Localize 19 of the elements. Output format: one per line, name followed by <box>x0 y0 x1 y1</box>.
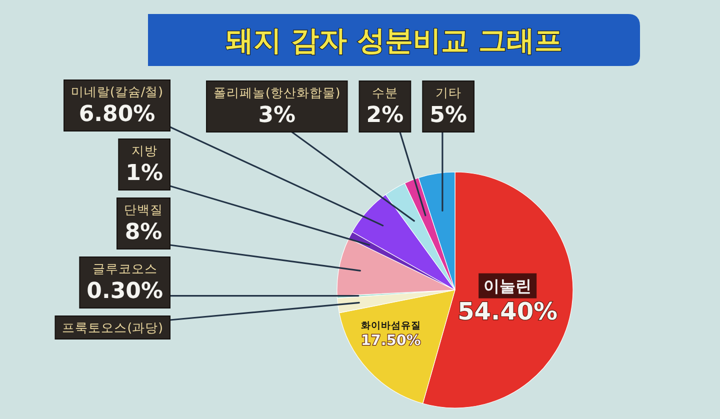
data-label: 6.80% <box>78 102 156 127</box>
data-label: 3% <box>258 103 296 128</box>
slice-label: 이눌린 <box>484 276 532 296</box>
title: 돼지 감자 성분비교 그래프 <box>148 14 640 66</box>
slice-label: 미네랄(칼슘/철) <box>71 84 163 99</box>
data-label: 1% <box>126 161 163 186</box>
data-label: 5% <box>430 103 467 128</box>
slice-label: 글루코오스 <box>92 261 158 276</box>
slice-label: 지방 <box>131 143 158 158</box>
data-label: 8% <box>124 220 162 245</box>
data-label: 2% <box>366 103 404 128</box>
data-label: 54.40% <box>458 297 558 326</box>
slice-label: 프룩토오스(과당) <box>62 320 163 335</box>
slice-label: 수분 <box>372 85 398 100</box>
data-label: 0.30% <box>86 279 163 304</box>
slice-label: 기타 <box>435 85 462 100</box>
slice-label: 단백질 <box>124 202 163 217</box>
chart-title: 돼지 감자 성분비교 그래프 <box>225 24 563 57</box>
slice-label: 폴리페놀(항산화합물) <box>214 85 340 100</box>
